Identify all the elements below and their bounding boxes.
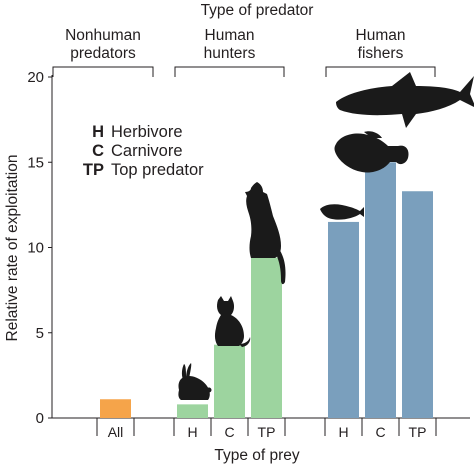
group-label: hunters bbox=[204, 45, 256, 62]
legend-label: Top predator bbox=[111, 161, 204, 179]
y-tick-label: 0 bbox=[36, 410, 44, 427]
bars bbox=[100, 162, 433, 418]
y-axis-label: Relative rate of exploitation bbox=[4, 155, 21, 342]
x-tick-label: C bbox=[375, 424, 385, 440]
bar bbox=[402, 191, 433, 418]
x-axis-label: Type of prey bbox=[214, 447, 300, 464]
cat-icon bbox=[214, 296, 251, 347]
bar bbox=[251, 257, 282, 418]
y-tick-labels: 0 5 10 15 20 bbox=[27, 69, 44, 427]
legend-abbr: C bbox=[92, 142, 104, 160]
grouper-icon bbox=[334, 131, 409, 173]
x-tick-labels: All H C TP H C TP bbox=[108, 424, 427, 440]
group-bracket bbox=[174, 66, 285, 77]
x-tick-label: C bbox=[224, 424, 234, 440]
group-brackets bbox=[52, 66, 436, 77]
group-label: fishers bbox=[358, 45, 404, 62]
shark-icon bbox=[336, 72, 474, 128]
y-tick-label: 20 bbox=[27, 69, 44, 86]
group-label: Human bbox=[356, 27, 406, 44]
fish-icon bbox=[320, 204, 364, 220]
wolf-icon bbox=[245, 182, 286, 285]
group-labels: NonhumanpredatorsHumanhuntersHumanfisher… bbox=[65, 27, 405, 62]
legend-label: Carnivore bbox=[111, 142, 183, 160]
rabbit-icon bbox=[178, 363, 212, 400]
y-tick-label: 10 bbox=[27, 240, 44, 257]
legend-abbr: H bbox=[92, 123, 104, 141]
bar bbox=[177, 404, 208, 418]
silhouettes bbox=[178, 72, 474, 400]
group-label: Human bbox=[205, 27, 255, 44]
group-label: Nonhuman bbox=[65, 27, 141, 44]
chart-title: Type of predator bbox=[201, 2, 314, 19]
group-bracket bbox=[52, 66, 154, 77]
x-tick-label: All bbox=[108, 424, 124, 440]
legend-label: Herbivore bbox=[111, 123, 183, 141]
group-label: predators bbox=[70, 45, 136, 62]
y-tick-label: 5 bbox=[36, 325, 44, 342]
y-tick-label: 15 bbox=[27, 154, 44, 171]
x-tick-label: H bbox=[338, 424, 348, 440]
group-bracket bbox=[325, 66, 436, 77]
legend-abbr: TP bbox=[83, 161, 104, 179]
bar bbox=[365, 162, 396, 418]
bar bbox=[328, 221, 359, 418]
legend: H Herbivore C Carnivore TP Top predator bbox=[83, 123, 204, 179]
bar bbox=[100, 399, 131, 418]
x-tick-label: TP bbox=[409, 424, 427, 440]
x-tick-label: H bbox=[187, 424, 197, 440]
bar bbox=[214, 344, 245, 418]
x-tick-label: TP bbox=[258, 424, 276, 440]
